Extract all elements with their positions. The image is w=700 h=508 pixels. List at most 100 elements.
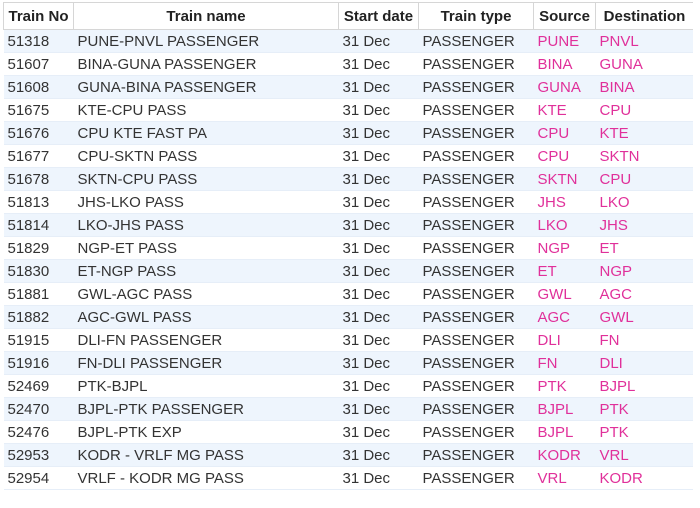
train-name: KODR - VRLF MG PASS <box>73 443 339 467</box>
train-name: BJPL-PTK PASSENGER <box>73 397 339 421</box>
train-name: AGC-GWL PASS <box>73 305 339 329</box>
source: CPU <box>533 121 596 145</box>
table-row: 52469 PTK-BJPL 31 Dec PASSENGER PTK BJPL <box>3 374 693 398</box>
start-date: 31 Dec <box>338 29 419 53</box>
table-row: 51608 GUNA-BINA PASSENGER 31 Dec PASSENGER G… <box>3 75 693 99</box>
train-type: PASSENGER <box>418 29 534 53</box>
source: KODR <box>533 443 596 467</box>
table-row: 52476 BJPL-PTK EXP 31 Dec PASSENGER BJPL PTK <box>3 420 693 444</box>
train-no: 51814 <box>3 213 74 237</box>
start-date: 31 Dec <box>338 190 419 214</box>
table-row: 51915 DLI-FN PASSENGER 31 Dec PASSENGER DLI F… <box>3 328 693 352</box>
table-row: 51813 JHS-LKO PASS 31 Dec PASSENGER JHS LKO <box>3 190 693 214</box>
destination: PTK <box>595 397 693 421</box>
table-row: 52954 VRLF - KODR MG PASS 31 Dec PASSENGER V… <box>3 466 693 490</box>
source: ET <box>533 259 596 283</box>
source: PUNE <box>533 29 596 53</box>
train-no: 51830 <box>3 259 74 283</box>
table-row: 51675 KTE-CPU PASS 31 Dec PASSENGER KTE CPU <box>3 98 693 122</box>
train-name: NGP-ET PASS <box>73 236 339 260</box>
source: PTK <box>533 374 596 398</box>
start-date: 31 Dec <box>338 466 419 490</box>
train-name: BINA-GUNA PASSENGER <box>73 52 339 76</box>
train-type: PASSENGER <box>418 282 534 306</box>
train-no: 51915 <box>3 328 74 352</box>
destination: DLI <box>595 351 693 375</box>
train-type: PASSENGER <box>418 374 534 398</box>
train-no: 51676 <box>3 121 74 145</box>
train-no: 52954 <box>3 466 74 490</box>
destination: BINA <box>595 75 693 99</box>
train-type: PASSENGER <box>418 144 534 168</box>
train-name: BJPL-PTK EXP <box>73 420 339 444</box>
table-body: 51318 PUNE-PNVL PASSENGER 31 Dec PASSENGER P… <box>3 29 693 490</box>
column-header: Source <box>533 2 596 30</box>
train-type: PASSENGER <box>418 167 534 191</box>
train-no: 51608 <box>3 75 74 99</box>
train-name: GWL-AGC PASS <box>73 282 339 306</box>
table-container: Train No Train name Start date Train type So… <box>3 2 693 490</box>
start-date: 31 Dec <box>338 167 419 191</box>
destination: KTE <box>595 121 693 145</box>
destination: FN <box>595 328 693 352</box>
table-row: 51318 PUNE-PNVL PASSENGER 31 Dec PASSENGER P… <box>3 29 693 53</box>
header-row: Train No Train name Start date Train type So… <box>3 2 693 30</box>
table-row: 51882 AGC-GWL PASS 31 Dec PASSENGER AGC GWL <box>3 305 693 329</box>
train-type: PASSENGER <box>418 351 534 375</box>
train-no: 52476 <box>3 420 74 444</box>
source: BJPL <box>533 420 596 444</box>
table-row: 51829 NGP-ET PASS 31 Dec PASSENGER NGP ET <box>3 236 693 260</box>
column-header: Train No <box>3 2 74 30</box>
train-no: 52469 <box>3 374 74 398</box>
start-date: 31 Dec <box>338 144 419 168</box>
train-type: PASSENGER <box>418 328 534 352</box>
train-name: GUNA-BINA PASSENGER <box>73 75 339 99</box>
start-date: 31 Dec <box>338 98 419 122</box>
table-row: 52953 KODR - VRLF MG PASS 31 Dec PASSENGER K… <box>3 443 693 467</box>
train-type: PASSENGER <box>418 52 534 76</box>
source: GUNA <box>533 75 596 99</box>
destination: KODR <box>595 466 693 490</box>
table-row: 52470 BJPL-PTK PASSENGER 31 Dec PASSENGER BJ… <box>3 397 693 421</box>
train-name: CPU-SKTN PASS <box>73 144 339 168</box>
train-type: PASSENGER <box>418 75 534 99</box>
source: VRL <box>533 466 596 490</box>
destination: BJPL <box>595 374 693 398</box>
table-row: 51678 SKTN-CPU PASS 31 Dec PASSENGER SKTN CPU <box>3 167 693 191</box>
destination: GWL <box>595 305 693 329</box>
source: BJPL <box>533 397 596 421</box>
train-name: DLI-FN PASSENGER <box>73 328 339 352</box>
source: NGP <box>533 236 596 260</box>
train-no: 51607 <box>3 52 74 76</box>
start-date: 31 Dec <box>338 443 419 467</box>
source: KTE <box>533 98 596 122</box>
train-table: Train No Train name Start date Train type So… <box>3 2 693 490</box>
column-header: Train name <box>73 2 339 30</box>
train-type: PASSENGER <box>418 213 534 237</box>
table-row: 51881 GWL-AGC PASS 31 Dec PASSENGER GWL AGC <box>3 282 693 306</box>
start-date: 31 Dec <box>338 374 419 398</box>
source: DLI <box>533 328 596 352</box>
start-date: 31 Dec <box>338 397 419 421</box>
train-type: PASSENGER <box>418 397 534 421</box>
destination: PNVL <box>595 29 693 53</box>
destination: NGP <box>595 259 693 283</box>
train-name: PUNE-PNVL PASSENGER <box>73 29 339 53</box>
table-row: 51814 LKO-JHS PASS 31 Dec PASSENGER LKO JHS <box>3 213 693 237</box>
train-name: JHS-LKO PASS <box>73 190 339 214</box>
source: BINA <box>533 52 596 76</box>
train-type: PASSENGER <box>418 443 534 467</box>
train-type: PASSENGER <box>418 259 534 283</box>
train-type: PASSENGER <box>418 420 534 444</box>
start-date: 31 Dec <box>338 52 419 76</box>
train-name: KTE-CPU PASS <box>73 98 339 122</box>
column-header: Start date <box>338 2 419 30</box>
train-no: 51678 <box>3 167 74 191</box>
source: AGC <box>533 305 596 329</box>
table-row: 51607 BINA-GUNA PASSENGER 31 Dec PASSENGER B… <box>3 52 693 76</box>
destination: CPU <box>595 167 693 191</box>
train-type: PASSENGER <box>418 305 534 329</box>
train-no: 52953 <box>3 443 74 467</box>
start-date: 31 Dec <box>338 213 419 237</box>
